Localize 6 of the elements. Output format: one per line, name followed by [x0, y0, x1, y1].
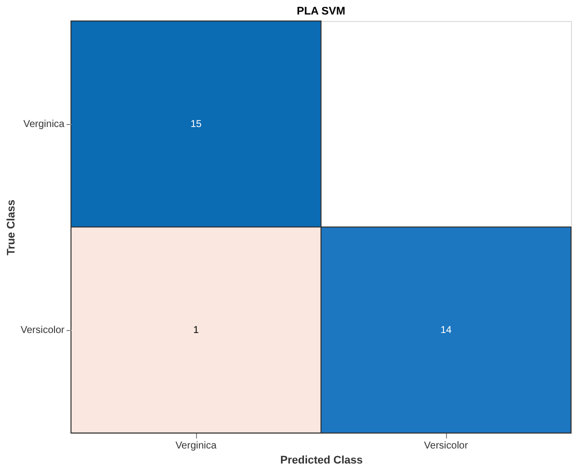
data-label: 15: [190, 119, 202, 130]
chart-title: PLA SVM: [296, 6, 346, 18]
x-axis-title: Predicted Class: [280, 454, 363, 466]
data-label: 1: [193, 325, 200, 336]
data-label: 14: [440, 325, 452, 336]
y-axis-title: True Class: [6, 200, 18, 256]
